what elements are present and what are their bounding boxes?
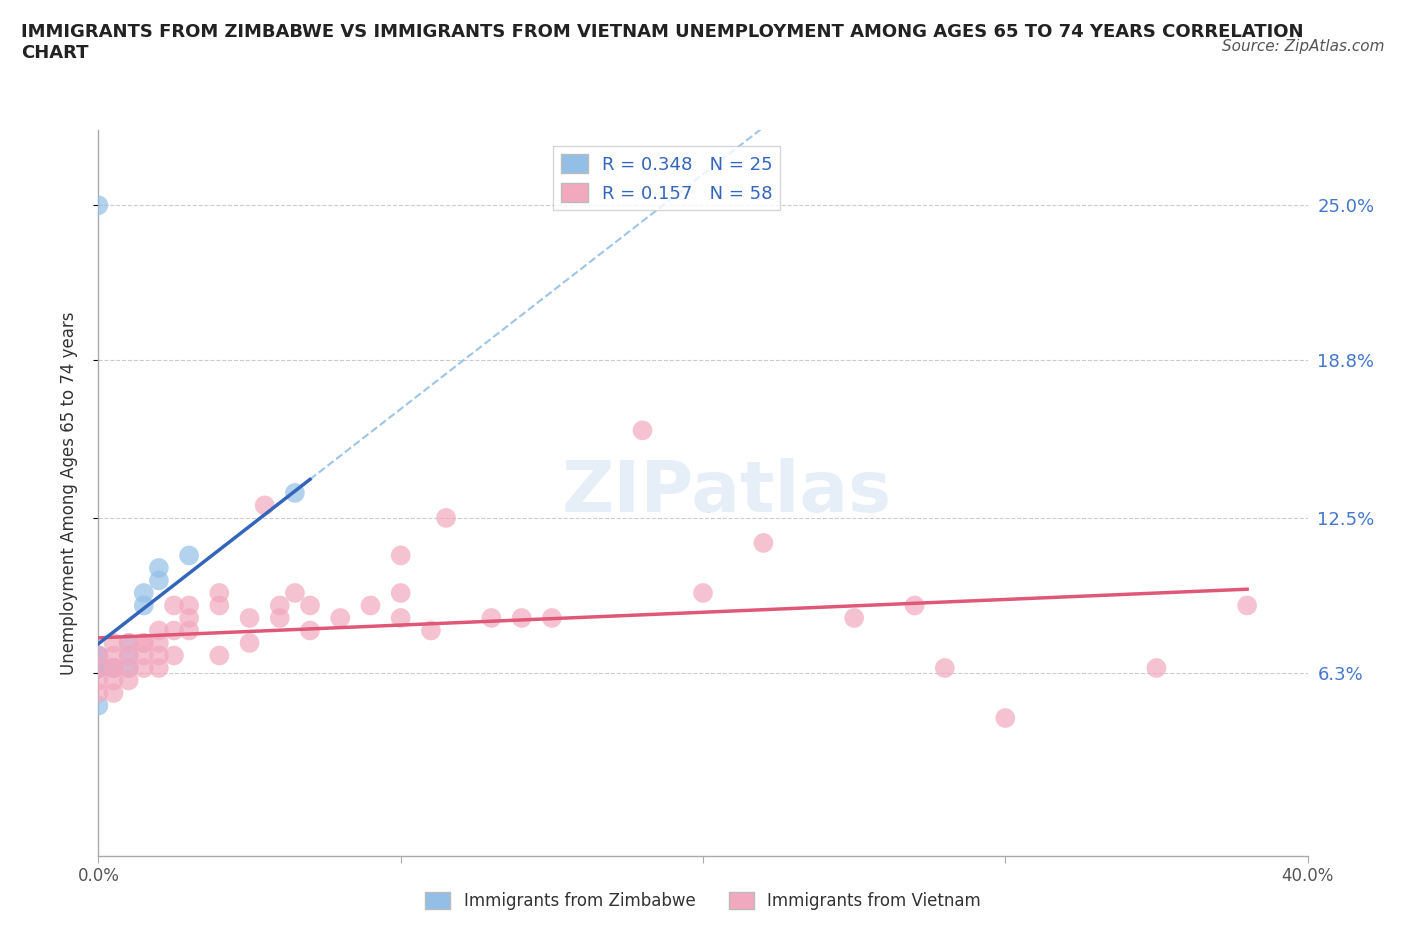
Point xyxy=(389,548,412,563)
Point xyxy=(148,573,170,588)
Point xyxy=(118,635,141,650)
Point xyxy=(103,673,125,688)
Point xyxy=(87,660,110,675)
Point xyxy=(208,648,231,663)
Point xyxy=(299,598,322,613)
Point xyxy=(163,648,186,663)
Point xyxy=(1144,660,1167,675)
Point xyxy=(87,660,110,675)
Point xyxy=(103,660,125,675)
Point xyxy=(103,685,125,700)
Point xyxy=(118,660,141,675)
Point xyxy=(87,685,110,700)
Point xyxy=(934,660,956,675)
Point xyxy=(253,498,276,512)
Point xyxy=(284,586,307,601)
Point xyxy=(118,648,141,663)
Point xyxy=(87,660,110,675)
Point xyxy=(103,635,125,650)
Point xyxy=(269,610,291,625)
Point xyxy=(148,561,170,576)
Point xyxy=(284,485,307,500)
Point xyxy=(118,673,141,688)
Point xyxy=(87,648,110,663)
Legend: R = 0.348   N = 25, R = 0.157   N = 58: R = 0.348 N = 25, R = 0.157 N = 58 xyxy=(554,147,780,210)
Point xyxy=(132,660,155,675)
Point xyxy=(510,610,533,625)
Point xyxy=(420,623,443,638)
Point xyxy=(103,660,125,675)
Point xyxy=(148,623,170,638)
Point xyxy=(692,586,714,601)
Text: ZIPatlas: ZIPatlas xyxy=(562,458,893,527)
Point xyxy=(87,648,110,663)
Point xyxy=(87,648,110,663)
Point xyxy=(434,511,457,525)
Point xyxy=(87,660,110,675)
Point xyxy=(87,660,110,675)
Point xyxy=(148,635,170,650)
Point xyxy=(132,586,155,601)
Point xyxy=(118,635,141,650)
Point xyxy=(208,586,231,601)
Point xyxy=(163,623,186,638)
Y-axis label: Unemployment Among Ages 65 to 74 years: Unemployment Among Ages 65 to 74 years xyxy=(59,312,77,674)
Point xyxy=(1236,598,1258,613)
Point xyxy=(87,660,110,675)
Point xyxy=(179,548,201,563)
Point xyxy=(208,598,231,613)
Point xyxy=(163,598,186,613)
Point xyxy=(87,698,110,713)
Point xyxy=(360,598,382,613)
Point xyxy=(132,635,155,650)
Point xyxy=(540,610,562,625)
Point xyxy=(87,660,110,675)
Text: Source: ZipAtlas.com: Source: ZipAtlas.com xyxy=(1222,39,1385,54)
Point xyxy=(631,423,654,438)
Point xyxy=(389,610,412,625)
Point xyxy=(132,598,155,613)
Point xyxy=(239,610,262,625)
Point xyxy=(179,623,201,638)
Point xyxy=(148,660,170,675)
Point xyxy=(103,660,125,675)
Point xyxy=(87,660,110,675)
Text: IMMIGRANTS FROM ZIMBABWE VS IMMIGRANTS FROM VIETNAM UNEMPLOYMENT AMONG AGES 65 T: IMMIGRANTS FROM ZIMBABWE VS IMMIGRANTS F… xyxy=(21,23,1303,62)
Point xyxy=(87,198,110,213)
Point xyxy=(752,536,775,551)
Point xyxy=(148,648,170,663)
Point xyxy=(481,610,503,625)
Point xyxy=(132,648,155,663)
Point xyxy=(103,648,125,663)
Point xyxy=(299,623,322,638)
Point xyxy=(904,598,927,613)
Point xyxy=(132,635,155,650)
Point xyxy=(179,598,201,613)
Point xyxy=(329,610,352,625)
Point xyxy=(389,586,412,601)
Point xyxy=(994,711,1017,725)
Point xyxy=(844,610,866,625)
Point xyxy=(118,660,141,675)
Point xyxy=(118,648,141,663)
Point xyxy=(87,673,110,688)
Point xyxy=(103,660,125,675)
Point xyxy=(239,635,262,650)
Point xyxy=(103,660,125,675)
Point xyxy=(179,610,201,625)
Point xyxy=(87,660,110,675)
Point xyxy=(87,660,110,675)
Point xyxy=(269,598,291,613)
Legend: Immigrants from Zimbabwe, Immigrants from Vietnam: Immigrants from Zimbabwe, Immigrants fro… xyxy=(419,885,987,917)
